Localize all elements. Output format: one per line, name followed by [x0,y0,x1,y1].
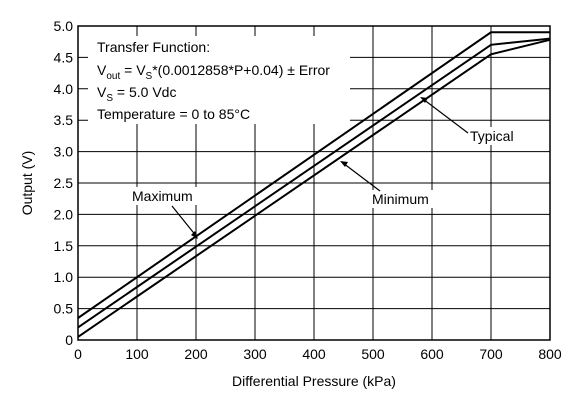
x-tick-label: 100 [125,346,149,362]
annotation-line-1: Transfer Function: [97,39,210,55]
x-tick-label: 300 [243,346,267,362]
x-tick-label: 500 [361,346,385,362]
grid [77,25,551,341]
y-tick-label: 0 [65,332,73,348]
label-typical: Typical [470,128,514,144]
y-tick-label: 4.5 [54,49,74,65]
annotation-line-4: Temperature = 0 to 85°C [97,106,250,122]
y-tick-label: 1.5 [54,238,74,254]
label-maximum: Maximum [132,188,193,204]
y-tick-label: 4.0 [54,81,74,97]
plot-frame [77,25,551,341]
y-tick-label: 1.0 [54,269,74,285]
annotation-line-3: VS = 5.0 Vdc [97,84,176,104]
label-minimum: Minimum [372,191,429,207]
callout-maximum: Maximum [128,187,198,239]
x-tick-label: 200 [184,346,208,362]
y-tick-label: 2.0 [54,206,74,222]
x-tick-label: 0 [74,346,82,362]
callout-typical: Typical [420,97,522,145]
y-axis-label: Output (V) [19,151,35,216]
x-tick-label: 400 [302,346,326,362]
y-tick-label: 2.5 [54,175,74,191]
tick-labels: 0 0.5 1.0 1.5 2.0 2.5 3.0 3.5 4.0 4.5 5.0 0 100 200 30… [54,18,562,362]
x-tick-label: 700 [479,346,503,362]
x-tick-label: 800 [538,346,562,362]
annotation-line-2: Vout = VS*(0.0012858*P+0.04) ± Error [97,62,330,82]
y-tick-label: 3.0 [54,144,74,160]
y-tick-label: 0.5 [54,301,74,317]
y-tick-label: 5.0 [54,18,74,34]
series-line-minimum [77,38,551,338]
x-axis-label: Differential Pressure (kPa) [232,373,396,389]
x-tick-label: 600 [420,346,444,362]
series-line-typical [77,37,551,329]
series-lines [77,31,551,338]
series-line-maximum [77,31,550,319]
y-tick-label: 3.5 [54,112,74,128]
callout-minimum: Minimum [340,161,436,208]
annotation-box [88,36,350,124]
